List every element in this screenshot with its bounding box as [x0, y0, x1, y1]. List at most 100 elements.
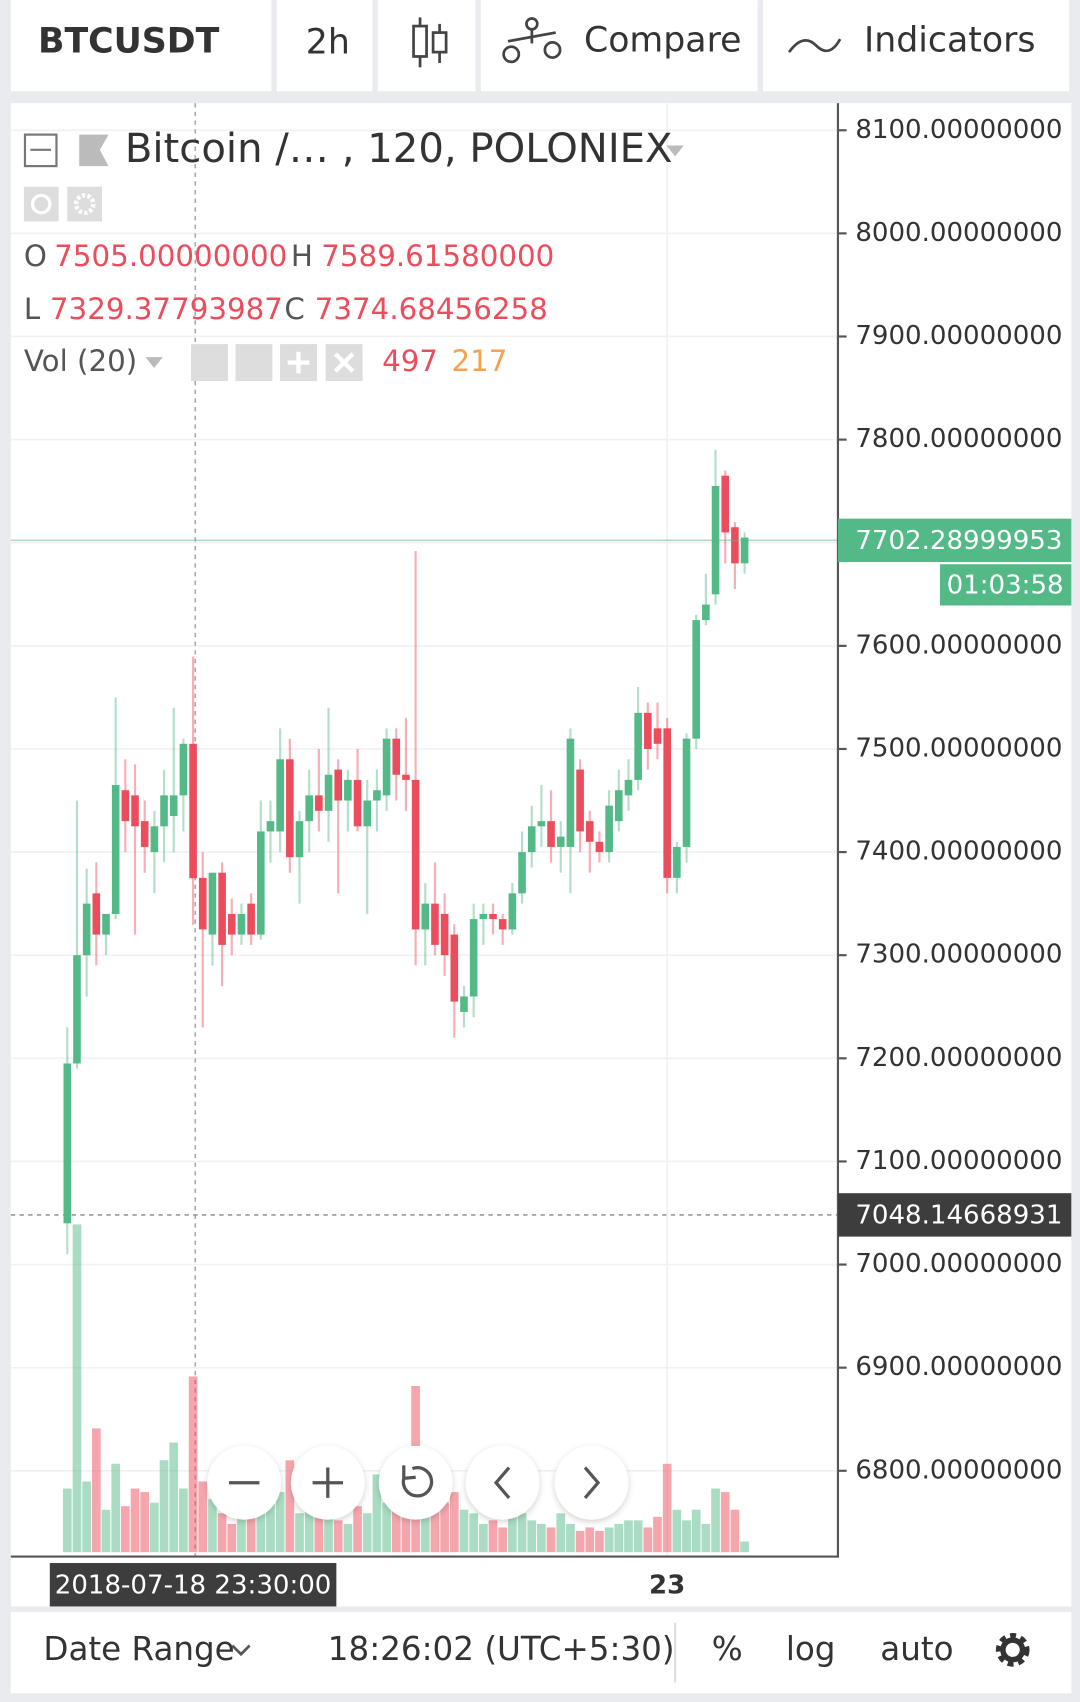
- volume-bar: [159, 1460, 169, 1553]
- candle-body: [576, 769, 584, 832]
- eye-button[interactable]: [23, 186, 59, 222]
- candle-body: [556, 836, 565, 847]
- volume-bar: [430, 1477, 440, 1553]
- settings-icon[interactable]: [995, 1633, 1030, 1667]
- candle-icon[interactable]: [412, 17, 448, 68]
- volume-bar: [730, 1509, 740, 1553]
- legend: Bitcoin /… , 120, POLONIEX O 7505.000000…: [23, 126, 684, 382]
- gear-glyph: [73, 193, 96, 215]
- volume-bar: [585, 1527, 595, 1553]
- symbol-tile[interactable]: [10, 0, 272, 92]
- settings-button[interactable]: [67, 186, 103, 222]
- volume-bar: [604, 1527, 614, 1553]
- volume-bar: [169, 1442, 179, 1553]
- flag-icon[interactable]: [79, 134, 109, 167]
- candle-body: [537, 821, 546, 827]
- volume-bar: [459, 1509, 469, 1553]
- log-toggle[interactable]: log: [786, 1630, 836, 1668]
- y-tick-label: 7300.00000000: [855, 940, 1062, 970]
- candle-body: [740, 537, 749, 564]
- candle-body: [208, 872, 217, 935]
- volume-bar: [595, 1530, 604, 1553]
- percent-toggle[interactable]: %: [712, 1630, 743, 1668]
- candle-body: [411, 779, 420, 930]
- plot: [10, 103, 838, 1556]
- candle-body: [121, 790, 130, 822]
- volume-bar: [304, 1506, 314, 1553]
- volume-bar: [130, 1488, 140, 1553]
- interval[interactable]: 2h: [306, 22, 350, 62]
- y-tick-label: 7600.00000000: [855, 630, 1062, 660]
- y-tick-label: 7000.00000000: [855, 1249, 1062, 1279]
- candle-body: [673, 846, 681, 878]
- y-tick-label: 8100.00000000: [855, 115, 1062, 145]
- dropdown-arrow[interactable]: [666, 145, 684, 157]
- candle-body: [615, 790, 623, 822]
- candle-body: [663, 728, 671, 878]
- volume-bar: [362, 1513, 372, 1553]
- date-range-arrow: [231, 1644, 251, 1657]
- settings-button[interactable]: [235, 344, 273, 382]
- indicators-icon[interactable]: [788, 38, 842, 53]
- ohlc-name: C: [284, 292, 304, 326]
- volume-bar: [372, 1474, 382, 1553]
- y-tick-label: 7200.00000000: [855, 1043, 1062, 1073]
- volume-bar: [82, 1481, 91, 1553]
- volume-bar: [295, 1513, 304, 1553]
- volume-bar: [256, 1506, 266, 1553]
- volume-bar: [121, 1506, 130, 1553]
- volume-bar: [237, 1516, 246, 1553]
- countdown-badge: [939, 564, 1072, 606]
- volume-bar: [101, 1509, 111, 1553]
- compare[interactable]: Compare: [584, 20, 742, 60]
- indicators[interactable]: Indicators: [864, 20, 1036, 60]
- compare-tile[interactable]: [480, 0, 758, 92]
- candle-body: [286, 759, 294, 858]
- candle-body: [218, 872, 226, 945]
- ohlc-value: 7374.68456258: [315, 292, 548, 326]
- candle-body: [692, 620, 701, 739]
- symbol[interactable]: BTCUSDT: [38, 21, 220, 61]
- volume-bar: [469, 1513, 479, 1553]
- auto-toggle[interactable]: auto: [880, 1630, 953, 1668]
- candle-body: [131, 795, 139, 827]
- volume-bar: [662, 1463, 672, 1553]
- eye-button[interactable]: [191, 344, 228, 382]
- date-range[interactable]: Date Range: [43, 1630, 234, 1668]
- volume-bar: [566, 1523, 575, 1553]
- reset-button[interactable]: [378, 1445, 453, 1520]
- volume-bar: [682, 1520, 691, 1553]
- y-tick-label: 7400.00000000: [855, 837, 1062, 867]
- collapse-icon[interactable]: [23, 133, 58, 168]
- indicators-tile[interactable]: [763, 0, 1070, 92]
- interval-tile[interactable]: [276, 0, 373, 92]
- candle-body: [682, 738, 691, 847]
- volume-bar: [333, 1520, 343, 1553]
- candle-body: [237, 913, 246, 935]
- volume-bar: [72, 1224, 82, 1553]
- series-title: Bitcoin /… , 120, POLONIEX: [125, 126, 673, 172]
- candle-body: [731, 527, 739, 564]
- dropdown-arrow[interactable]: [145, 357, 163, 368]
- volume-bar: [266, 1467, 275, 1553]
- volume-bar: [517, 1513, 527, 1553]
- volume-bar: [285, 1460, 295, 1553]
- volume-bar: [343, 1523, 353, 1553]
- candle-body: [160, 795, 168, 827]
- volume-bar: [275, 1492, 285, 1553]
- scroll-left-button[interactable]: [465, 1445, 540, 1520]
- volume-bar: [653, 1516, 662, 1553]
- candle-body: [373, 790, 381, 801]
- candle-body: [63, 1063, 72, 1224]
- ohlc-value: 7589.61580000: [321, 239, 554, 273]
- crosshair-time-label: 2018-07-18 23:30:00: [55, 1570, 332, 1600]
- volume-bar: [188, 1376, 198, 1553]
- candle-body: [111, 785, 120, 914]
- candle-body: [392, 738, 401, 775]
- volume-bar: [62, 1488, 72, 1553]
- compare-icon[interactable]: [502, 17, 562, 64]
- scroll-right-button[interactable]: [554, 1445, 629, 1520]
- volume-bar: [198, 1481, 208, 1553]
- volume-bar: [508, 1516, 517, 1553]
- toolbar: BTCUSDT 2h Compare Indicators: [10, 0, 1070, 92]
